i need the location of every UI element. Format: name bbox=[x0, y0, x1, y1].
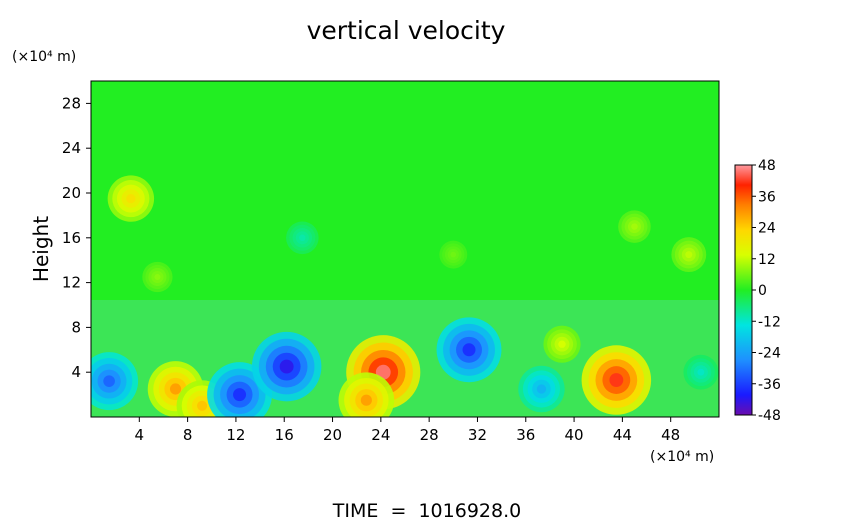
contour-level bbox=[685, 251, 693, 259]
contour-level bbox=[609, 373, 624, 387]
contour-level bbox=[169, 383, 182, 395]
x-tick-label: 12 bbox=[226, 426, 245, 444]
contour-level bbox=[103, 375, 115, 387]
colorbar-tick-label: 36 bbox=[758, 189, 776, 205]
y-tick-label: 24 bbox=[62, 139, 81, 157]
colorbar-tick-label: 0 bbox=[758, 283, 767, 299]
x-tick-label: 8 bbox=[183, 426, 193, 444]
colorbar-tick-label: 48 bbox=[758, 158, 776, 174]
x-tick-label: 24 bbox=[371, 426, 390, 444]
y-tick-label: 16 bbox=[62, 229, 81, 247]
y-axis-label: Height bbox=[29, 216, 53, 282]
colorbar: 48 36 24 12 0 -12 -24 -36 -48 bbox=[734, 158, 781, 424]
updraft-region bbox=[147, 361, 204, 417]
x-tick-label: 48 bbox=[661, 426, 680, 444]
colorbar-tick-label: 24 bbox=[758, 221, 776, 237]
updraft-region bbox=[107, 175, 155, 222]
contour-level bbox=[126, 193, 136, 204]
time-footer: TIME = 1016928.0 bbox=[332, 500, 521, 519]
x-tick-label: 4 bbox=[135, 426, 145, 444]
contour-level bbox=[450, 251, 457, 258]
downdraft-region bbox=[518, 365, 565, 413]
x-tick-label: 28 bbox=[420, 426, 439, 444]
updraft-region bbox=[543, 325, 581, 363]
y-unit-label: (×10⁴ m) bbox=[12, 49, 76, 65]
x-tick-label: 44 bbox=[613, 426, 632, 444]
downdraft-region bbox=[251, 331, 322, 402]
colorbar-tick-label: -48 bbox=[758, 408, 781, 424]
chart-title: vertical velocity bbox=[307, 16, 506, 45]
x-tick-label: 32 bbox=[468, 426, 487, 444]
downdraft-region bbox=[91, 352, 139, 411]
x-tick-label: 16 bbox=[275, 426, 294, 444]
y-tick-label: 4 bbox=[71, 363, 81, 381]
colorbar-tick-label: -12 bbox=[758, 314, 781, 330]
downdraft-region bbox=[286, 221, 319, 255]
updraft-region bbox=[142, 261, 173, 293]
contour-level bbox=[462, 343, 476, 357]
updraft-region bbox=[439, 240, 468, 269]
contour-level bbox=[536, 384, 547, 394]
x-axis: 4 8 12 16 20 24 28 32 36 40 44 48 bbox=[135, 417, 680, 444]
downdraft-region bbox=[683, 354, 719, 390]
colorbar-tick-label: 12 bbox=[758, 252, 776, 268]
colorbar-tick-label: -36 bbox=[758, 377, 781, 393]
contour-level bbox=[558, 340, 566, 348]
y-tick-label: 8 bbox=[71, 318, 81, 336]
colorbar-gradient bbox=[734, 164, 753, 416]
contour-level bbox=[279, 359, 294, 374]
y-tick-label: 28 bbox=[62, 94, 81, 112]
contour-level bbox=[299, 234, 306, 242]
y-tick-label: 12 bbox=[62, 274, 81, 292]
y-axis: 4 8 12 16 20 24 28 bbox=[62, 94, 91, 381]
updraft-region bbox=[618, 210, 651, 243]
y-tick-label: 20 bbox=[62, 184, 81, 202]
updraft-region bbox=[671, 237, 707, 273]
contour-level bbox=[197, 400, 208, 411]
x-tick-label: 36 bbox=[516, 426, 535, 444]
contour-level bbox=[360, 394, 372, 406]
downdraft-region bbox=[436, 317, 502, 383]
contour-level bbox=[233, 388, 247, 402]
contour-level bbox=[154, 273, 161, 281]
x-tick-label: 40 bbox=[565, 426, 584, 444]
contour-level bbox=[631, 223, 638, 230]
x-unit-label: (×10⁴ m) bbox=[650, 449, 714, 465]
updraft-region bbox=[581, 345, 652, 415]
colorbar-tick-label: -24 bbox=[758, 346, 781, 362]
updraft-region bbox=[338, 372, 395, 417]
contour-level bbox=[697, 368, 705, 376]
plot-area bbox=[91, 81, 719, 417]
x-tick-label: 20 bbox=[323, 426, 342, 444]
plot-frame bbox=[90, 80, 720, 418]
